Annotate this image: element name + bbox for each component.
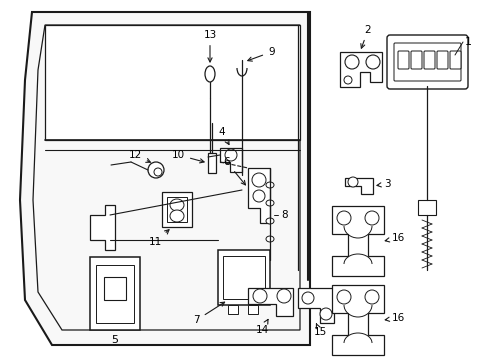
Polygon shape bbox=[20, 12, 309, 345]
Ellipse shape bbox=[224, 149, 237, 161]
Text: 1: 1 bbox=[464, 37, 470, 47]
Ellipse shape bbox=[170, 210, 183, 222]
FancyBboxPatch shape bbox=[436, 51, 447, 69]
Ellipse shape bbox=[364, 211, 378, 225]
Polygon shape bbox=[207, 153, 216, 173]
Text: 12: 12 bbox=[128, 150, 150, 162]
Polygon shape bbox=[297, 288, 333, 323]
Text: 7: 7 bbox=[193, 302, 224, 325]
FancyBboxPatch shape bbox=[393, 43, 460, 81]
Ellipse shape bbox=[347, 177, 357, 187]
Ellipse shape bbox=[319, 308, 331, 320]
Ellipse shape bbox=[204, 66, 215, 82]
Polygon shape bbox=[167, 197, 186, 222]
Polygon shape bbox=[90, 257, 140, 330]
Ellipse shape bbox=[343, 76, 351, 84]
Ellipse shape bbox=[265, 236, 273, 242]
Text: 10: 10 bbox=[171, 150, 203, 163]
Ellipse shape bbox=[265, 218, 273, 224]
Ellipse shape bbox=[302, 292, 313, 304]
Text: 13: 13 bbox=[203, 30, 216, 62]
Text: 8: 8 bbox=[281, 210, 288, 220]
Polygon shape bbox=[339, 52, 381, 87]
Polygon shape bbox=[223, 256, 264, 299]
Polygon shape bbox=[227, 305, 238, 314]
Ellipse shape bbox=[170, 199, 183, 211]
FancyBboxPatch shape bbox=[449, 51, 460, 69]
Text: 11: 11 bbox=[148, 230, 169, 247]
Polygon shape bbox=[45, 25, 299, 140]
Ellipse shape bbox=[276, 289, 290, 303]
Polygon shape bbox=[90, 205, 115, 250]
Text: 2: 2 bbox=[360, 25, 370, 48]
Polygon shape bbox=[104, 277, 126, 300]
Text: 9: 9 bbox=[247, 47, 274, 61]
Polygon shape bbox=[96, 265, 134, 323]
Text: 4: 4 bbox=[218, 127, 228, 144]
Text: 16: 16 bbox=[385, 233, 405, 243]
Polygon shape bbox=[417, 200, 435, 215]
Text: 16: 16 bbox=[385, 313, 405, 323]
Text: 5: 5 bbox=[111, 335, 118, 345]
Ellipse shape bbox=[364, 290, 378, 304]
Polygon shape bbox=[247, 288, 292, 316]
Text: 15: 15 bbox=[313, 324, 326, 337]
Ellipse shape bbox=[365, 55, 379, 69]
Ellipse shape bbox=[336, 211, 350, 225]
Polygon shape bbox=[345, 178, 372, 194]
Polygon shape bbox=[247, 168, 269, 223]
Ellipse shape bbox=[154, 168, 162, 176]
Polygon shape bbox=[162, 192, 192, 227]
Polygon shape bbox=[220, 148, 242, 172]
Polygon shape bbox=[247, 305, 258, 314]
Ellipse shape bbox=[251, 173, 265, 187]
Ellipse shape bbox=[265, 200, 273, 206]
Ellipse shape bbox=[252, 289, 266, 303]
Ellipse shape bbox=[345, 55, 358, 69]
FancyBboxPatch shape bbox=[410, 51, 421, 69]
FancyBboxPatch shape bbox=[386, 35, 467, 89]
Polygon shape bbox=[331, 285, 383, 355]
Polygon shape bbox=[331, 206, 383, 276]
Ellipse shape bbox=[252, 190, 264, 202]
Ellipse shape bbox=[148, 162, 163, 178]
Text: 6: 6 bbox=[223, 157, 245, 185]
FancyBboxPatch shape bbox=[423, 51, 434, 69]
Polygon shape bbox=[33, 25, 299, 330]
Text: 3: 3 bbox=[376, 179, 390, 189]
Text: 14: 14 bbox=[255, 319, 268, 335]
FancyBboxPatch shape bbox=[397, 51, 408, 69]
Polygon shape bbox=[218, 250, 269, 305]
Ellipse shape bbox=[336, 290, 350, 304]
Ellipse shape bbox=[265, 182, 273, 188]
